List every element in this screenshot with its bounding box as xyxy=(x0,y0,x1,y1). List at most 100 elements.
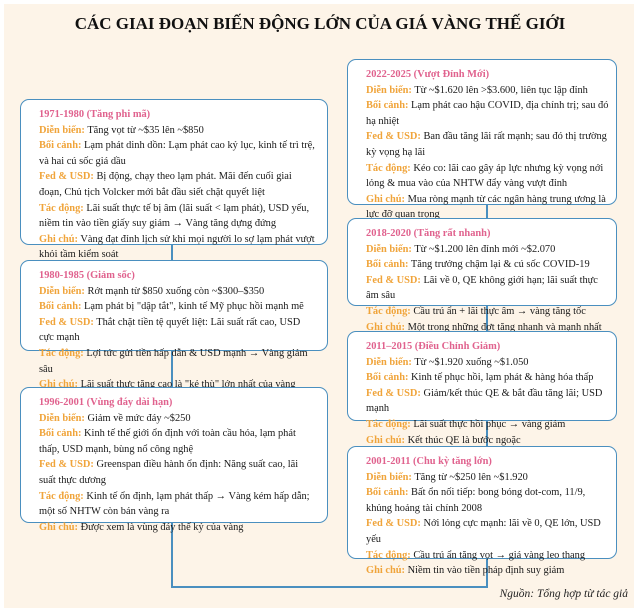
field-label: Fed & USD: xyxy=(366,274,421,286)
period-card-1980-1985: 1980-1985 (Giảm sốc) Diễn biến: Rớt mạnh … xyxy=(20,260,328,390)
field-label: Ghi chú: xyxy=(366,565,405,577)
field-ghi-chu: Ghi chú: Niềm tin vào tiền pháp định suy… xyxy=(366,563,610,579)
field-label: Ghi chú: xyxy=(366,434,405,446)
field-label: Tác động: xyxy=(39,347,84,359)
field-tac-dong: Tác động: Lãi suất thực hồi phục → vàng … xyxy=(366,417,610,433)
field-fed-usd: Fed & USD: Bị động, chạy theo lạm phát. … xyxy=(39,169,317,200)
field-value: Kinh tế ổn định, lạm phát thấp → Vàng ké… xyxy=(39,490,310,518)
field-dien-bien: Diễn biến: Tăng từ ~$250 lên ~$1.920 xyxy=(366,470,610,486)
field-label: Diễn biến: xyxy=(366,356,412,368)
period-title: 2001-2011 (Chu kỳ tăng lớn) xyxy=(366,456,492,467)
field-value: Kéo co: lãi cao gây áp lực nhưng kỳ vọng… xyxy=(366,162,604,190)
field-value: Kinh tế thế giới ổn định với toàn cầu hó… xyxy=(39,428,296,455)
field-value: Tăng từ ~$250 lên ~$1.920 xyxy=(414,471,528,483)
field-value: Vàng đạt đỉnh lịch sử khi mọi người lo s… xyxy=(39,233,315,261)
field-boi-canh: Bối cảnh: Lạm phát cao hậu COVID, địa ch… xyxy=(366,98,610,129)
field-value: Được xem là vùng đáy thế kỷ của vàng xyxy=(80,521,244,533)
field-value: Một trong những đợt tăng nhanh và mạnh n… xyxy=(407,321,602,333)
field-tac-dong: Tác động: Cầu trú ẩn tăng vọt → giá vàng… xyxy=(366,548,610,564)
field-dien-bien: Diễn biến: Từ ~$1.920 xuống ~$1.050 xyxy=(366,355,610,371)
field-dien-bien: Diễn biến: Tăng vọt từ ~$35 lên ~$850 xyxy=(39,123,317,139)
field-label: Bối cảnh: xyxy=(39,140,82,152)
field-dien-bien: Diễn biến: Rớt mạnh từ $850 xuống còn ~$… xyxy=(39,284,317,300)
field-value: Lãi suất thực tăng cao là "kẻ thù" lớn n… xyxy=(80,379,296,391)
field-label: Ghi chú: xyxy=(39,521,78,533)
field-value: Lãi về 0, QE không giới hạn; lãi suất th… xyxy=(366,274,598,302)
period-card-1971-1980: 1971-1980 (Tăng phi mã) Diễn biến: Tăng v… xyxy=(20,99,328,260)
field-value: Cầu trú ẩn + lãi thực âm → vàng tăng tốc xyxy=(413,305,586,317)
field-label: Fed & USD: xyxy=(366,131,421,143)
field-boi-canh: Bối cảnh: Tăng trưởng chậm lại & cú sốc … xyxy=(366,257,610,273)
field-tac-dong: Tác động: Kinh tế ổn định, lạm phát thấp… xyxy=(39,489,317,520)
field-label: Fed & USD: xyxy=(366,387,421,399)
field-label: Diễn biến: xyxy=(39,285,85,297)
field-value: Lạm phát cao hậu COVID, địa chính trị; s… xyxy=(366,100,609,127)
period-title: 1996-2001 (Vùng đáy dài hạn) xyxy=(39,397,173,408)
field-value: Lãi suất thực tế bị âm (lãi suất < lạm p… xyxy=(39,202,310,230)
field-value: Tăng vọt từ ~$35 lên ~$850 xyxy=(87,124,204,136)
field-tac-dong: Tác động: Lợi tức gửi tiền hấp dẫn & USD… xyxy=(39,346,317,377)
field-label: Tác động: xyxy=(366,162,411,174)
field-value: Bất ổn nối tiếp: bong bóng dot-com, 11/9… xyxy=(366,487,586,514)
field-boi-canh: Bối cảnh: Bất ổn nối tiếp: bong bóng dot… xyxy=(366,485,610,516)
field-label: Fed & USD: xyxy=(39,171,94,183)
field-fed-usd: Fed & USD: Greenspan điều hành ổn định: … xyxy=(39,457,317,488)
field-value: Lợi tức gửi tiền hấp dẫn & USD mạnh → Và… xyxy=(39,347,308,375)
field-label: Tác động: xyxy=(366,418,411,430)
field-dien-bien: Diễn biến: Từ ~$1.200 lên đỉnh mới ~$2.0… xyxy=(366,242,610,258)
period-title: 2011–2015 (Điều Chỉnh Giảm) xyxy=(366,341,501,352)
field-label: Ghi chú: xyxy=(366,321,405,333)
field-label: Ghi chú: xyxy=(39,233,78,245)
field-value: Giảm/kết thúc QE & bắt đầu tăng lãi; USD… xyxy=(366,387,603,415)
field-tac-dong: Tác động: Cầu trú ẩn + lãi thực âm → vàn… xyxy=(366,304,610,320)
field-value: Từ ~$1.200 lên đỉnh mới ~$2.070 xyxy=(414,243,556,255)
field-label: Bối cảnh: xyxy=(366,372,409,384)
connector-bottom xyxy=(171,586,488,588)
field-value: Thắt chặt tiền tệ quyết liệt: Lãi suất r… xyxy=(39,316,301,344)
field-ghi-chu: Ghi chú: Được xem là vùng đáy thế kỷ của… xyxy=(39,520,317,536)
period-card-2001-2011: 2001-2011 (Chu kỳ tăng lớn) Diễn biến: Tă… xyxy=(347,446,617,576)
field-value: Niềm tin vào tiền pháp định suy giảm xyxy=(407,565,565,577)
period-title: 2022-2025 (Vượt Đỉnh Mới) xyxy=(366,69,490,80)
field-label: Diễn biến: xyxy=(39,412,85,424)
field-value: Cầu trú ẩn tăng vọt → giá vàng leo thang xyxy=(413,549,586,561)
field-value: Từ ~$1.920 xuống ~$1.050 xyxy=(414,356,529,368)
field-label: Tác động: xyxy=(366,549,411,561)
period-card-2011-2015: 2011–2015 (Điều Chỉnh Giảm) Diễn biến: Từ… xyxy=(347,331,617,446)
period-card-2022-2025: 2022-2025 (Vượt Đỉnh Mới) Diễn biến: Từ ~… xyxy=(347,59,617,220)
field-label: Bối cảnh: xyxy=(39,301,82,313)
field-ghi-chu: Ghi chú: Lãi suất thực tăng cao là "kẻ t… xyxy=(39,377,317,393)
field-label: Fed & USD: xyxy=(39,316,94,328)
field-value: Lạm phát dinh dồn: Lạm phát cao kỷ lục, … xyxy=(39,140,315,167)
field-ghi-chu: Ghi chú: Một trong những đợt tăng nhanh … xyxy=(366,320,610,336)
field-value: Greenspan điều hành ổn định: Năng suất c… xyxy=(39,459,299,486)
field-fed-usd: Fed & USD: Ban đầu tăng lãi rất mạnh; sa… xyxy=(366,129,610,160)
field-label: Ghi chú: xyxy=(39,379,78,391)
field-label: Tác động: xyxy=(39,202,84,214)
field-tac-dong: Tác động: Lãi suất thực tế bị âm (lãi su… xyxy=(39,201,317,232)
field-label: Bối cảnh: xyxy=(366,259,409,271)
field-dien-bien: Diễn biến: Giảm về mức đáy ~$250 xyxy=(39,411,317,427)
field-label: Tác động: xyxy=(366,305,411,317)
field-fed-usd: Fed & USD: Lãi về 0, QE không giới hạn; … xyxy=(366,273,610,304)
field-fed-usd: Fed & USD: Thắt chặt tiền tệ quyết liệt:… xyxy=(39,315,317,346)
field-label: Bối cảnh: xyxy=(366,100,409,112)
field-value: Rớt mạnh từ $850 xuống còn ~$300–$350 xyxy=(87,285,265,297)
field-value: Kinh tế phục hồi, lạm phát & hàng hóa th… xyxy=(411,372,594,384)
field-ghi-chu: Ghi chú: Vàng đạt đỉnh lịch sử khi mọi n… xyxy=(39,232,317,263)
field-value: Lãi suất thực hồi phục → vàng giảm xyxy=(413,418,566,430)
field-value: Nới lỏng cực mạnh: lãi về 0, QE lớn, USD… xyxy=(366,518,601,545)
field-label: Diễn biến: xyxy=(366,471,412,483)
field-ghi-chu: Ghi chú: Kết thúc QE là bước ngoặc xyxy=(366,433,610,449)
field-value: Giảm về mức đáy ~$250 xyxy=(87,412,191,424)
field-tac-dong: Tác động: Kéo co: lãi cao gây áp lực như… xyxy=(366,161,610,192)
field-label: Diễn biến: xyxy=(366,84,412,96)
page-title: CÁC GIAI ĐOẠN BIẾN ĐỘNG LỚN CỦA GIÁ VÀNG… xyxy=(74,14,566,33)
field-label: Fed & USD: xyxy=(366,518,421,530)
field-label: Diễn biến: xyxy=(366,243,412,255)
field-label: Bối cảnh: xyxy=(39,428,82,440)
field-value: Ban đầu tăng lãi rất mạnh; sau đó thị tr… xyxy=(366,131,607,158)
field-label: Ghi chú: xyxy=(366,193,405,205)
field-value: Kết thúc QE là bước ngoặc xyxy=(407,434,521,446)
field-label: Fed & USD: xyxy=(39,459,94,471)
